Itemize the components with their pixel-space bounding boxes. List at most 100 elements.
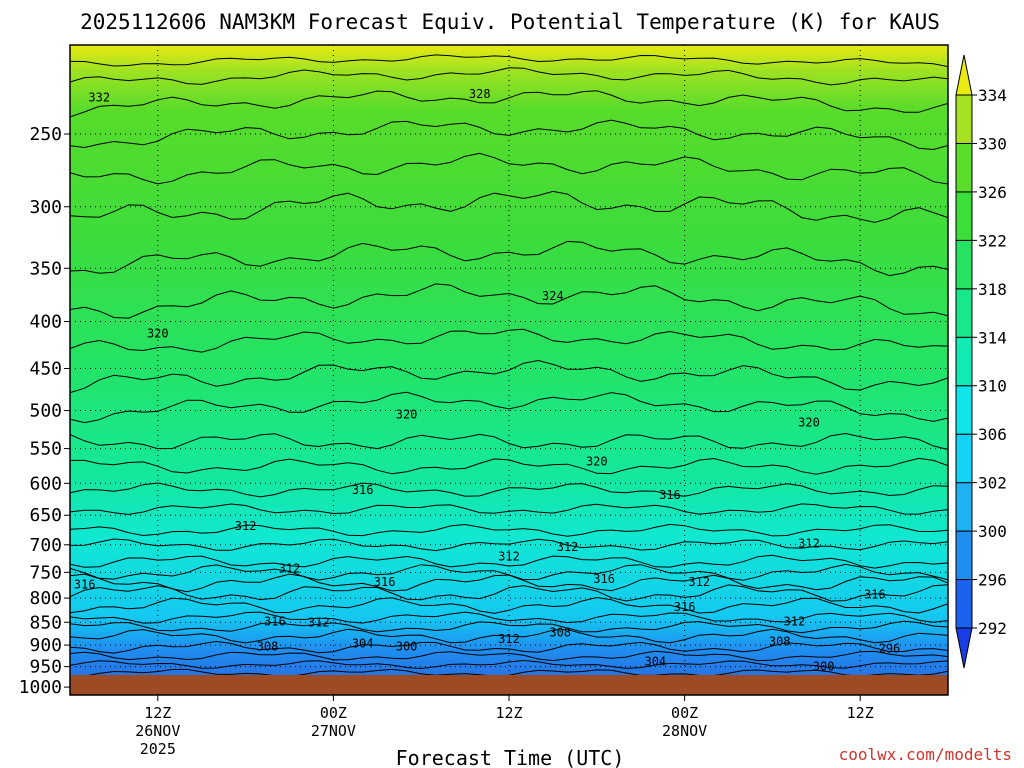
colorbar-label: 292 bbox=[978, 619, 1007, 638]
colorbar-segment bbox=[955, 627, 973, 669]
y-tick-label: 400 bbox=[29, 312, 62, 333]
colorbar-segment bbox=[955, 482, 973, 532]
colorbar-segment bbox=[955, 239, 973, 290]
x-tick-label: 28NOV bbox=[662, 722, 707, 740]
contour-label: 316 bbox=[352, 483, 374, 497]
colorbar-label: 306 bbox=[978, 425, 1007, 444]
y-tick-label: 900 bbox=[29, 635, 62, 656]
y-tick-label: 650 bbox=[29, 505, 62, 526]
contour-label: 320 bbox=[147, 326, 169, 340]
contour-line bbox=[70, 538, 948, 552]
contour-label: 316 bbox=[864, 588, 886, 602]
contour-label: 320 bbox=[798, 415, 820, 429]
gridlines bbox=[70, 45, 948, 695]
contour-line bbox=[70, 240, 948, 277]
x-tick-label: 12Z bbox=[847, 704, 874, 722]
contour-line bbox=[70, 432, 948, 450]
contour-label: 312 bbox=[557, 540, 579, 554]
y-tick-label: 850 bbox=[29, 612, 62, 633]
y-tick-label: 550 bbox=[29, 439, 62, 460]
contour-labels: 332 328 324 320 320 320 320 316 316 316 316 316 316 3… bbox=[74, 87, 901, 674]
contour-line bbox=[70, 640, 948, 654]
contour-line bbox=[70, 503, 948, 515]
contour-label: 324 bbox=[542, 289, 564, 303]
contour-label: 328 bbox=[469, 87, 491, 101]
contour-label: 312 bbox=[784, 614, 806, 628]
contour-label: 308 bbox=[769, 635, 791, 649]
colorbar-segment bbox=[955, 288, 973, 338]
contour-line bbox=[70, 523, 948, 537]
contour-label: 316 bbox=[74, 577, 96, 591]
contour-label: 312 bbox=[498, 550, 520, 564]
contour-line bbox=[70, 457, 948, 475]
contour-line bbox=[70, 283, 948, 319]
y-axis: 2503003504004505005506006507007508008509… bbox=[19, 124, 70, 698]
y-tick-label: 500 bbox=[29, 401, 62, 422]
contour-label: 304 bbox=[352, 637, 374, 651]
colorbar: 292 296 300 302 306 310 314 318 322 326 330 334 bbox=[955, 54, 1007, 669]
contour-line bbox=[70, 650, 948, 662]
x-tick-label: 27NOV bbox=[311, 722, 356, 740]
colorbar-segment bbox=[955, 385, 973, 435]
contour-label: 304 bbox=[644, 655, 666, 669]
contour-label: 312 bbox=[308, 615, 330, 629]
colorbar-label: 318 bbox=[978, 280, 1007, 299]
contour-label: 312 bbox=[498, 632, 520, 646]
plot-area: 332 328 324 320 320 320 320 316 316 316 316 316 316 3… bbox=[69, 44, 949, 696]
contour-line bbox=[70, 391, 948, 424]
y-tick-label: 350 bbox=[29, 258, 62, 279]
y-tick-label: 750 bbox=[29, 562, 62, 583]
colorbar-segment bbox=[955, 191, 973, 241]
contour-label: 316 bbox=[374, 575, 396, 589]
colorbar-label: 326 bbox=[978, 183, 1007, 202]
x-tick-label: 12Z bbox=[495, 704, 522, 722]
y-tick-label: 800 bbox=[29, 588, 62, 609]
y-tick-label: 250 bbox=[29, 124, 62, 145]
contour-label: 316 bbox=[659, 488, 681, 502]
colorbar-label: 310 bbox=[978, 377, 1007, 396]
contour-line bbox=[70, 90, 948, 118]
contour-label: 316 bbox=[593, 572, 615, 586]
contour-line bbox=[70, 563, 948, 581]
contour-line bbox=[70, 659, 948, 670]
colorbar-segment bbox=[955, 530, 973, 581]
colorbar-label: 296 bbox=[978, 571, 1007, 590]
x-tick-label: 00Z bbox=[320, 704, 347, 722]
contour-label: 300 bbox=[813, 660, 835, 674]
colorbar-label: 300 bbox=[978, 522, 1007, 541]
contour-label: 316 bbox=[674, 600, 696, 614]
colorbar-label: 334 bbox=[978, 86, 1007, 105]
contour-line bbox=[70, 482, 948, 498]
chart-title: 2025112606 NAM3KM Forecast Equiv. Potent… bbox=[80, 10, 940, 34]
colorbar-segment bbox=[955, 579, 973, 629]
contour-label: 300 bbox=[396, 639, 418, 653]
y-tick-label: 450 bbox=[29, 359, 62, 380]
contour-line bbox=[70, 152, 948, 185]
colorbar-label: 314 bbox=[978, 328, 1007, 347]
contour-line bbox=[70, 54, 948, 68]
colorbar-label: 302 bbox=[978, 474, 1007, 493]
contour-label: 316 bbox=[264, 614, 286, 628]
contour-label: 308 bbox=[257, 639, 279, 653]
x-tick-label: 26NOV bbox=[135, 722, 180, 740]
colorbar-segment bbox=[955, 54, 973, 96]
colorbar-segment bbox=[955, 94, 973, 144]
y-tick-label: 300 bbox=[29, 197, 62, 218]
y-tick-label: 600 bbox=[29, 473, 62, 494]
colorbar-segment bbox=[955, 142, 973, 193]
x-tick-label: 00Z bbox=[671, 704, 698, 722]
ground-terrain bbox=[70, 675, 948, 695]
contour-label: 320 bbox=[586, 454, 608, 468]
contour-line bbox=[70, 67, 948, 86]
contour-label: 308 bbox=[549, 625, 571, 639]
colorbar-label: 322 bbox=[978, 231, 1007, 250]
contour-label: 312 bbox=[279, 562, 301, 576]
colorbar-label: 330 bbox=[978, 134, 1007, 153]
contour-line bbox=[70, 628, 948, 644]
x-axis-title: Forecast Time (UTC) bbox=[396, 746, 625, 768]
contour-label: 312 bbox=[798, 537, 820, 551]
contour-label: 312 bbox=[235, 519, 257, 533]
contour-line bbox=[70, 584, 948, 602]
